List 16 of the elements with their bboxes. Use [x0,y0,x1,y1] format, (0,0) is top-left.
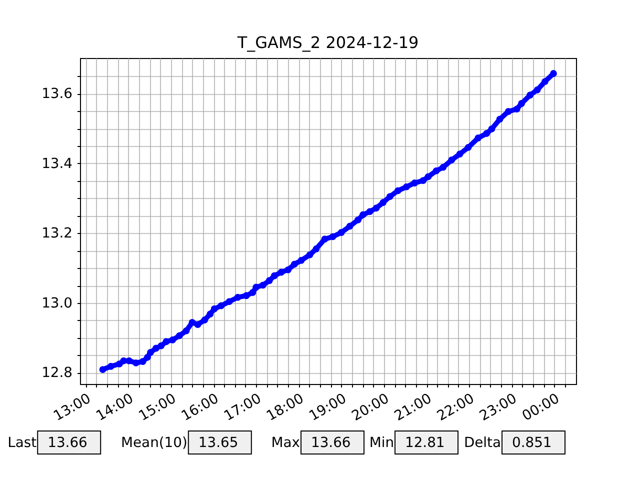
text: Min [369,435,394,451]
y-tick-label: 13.4 [42,156,73,172]
y-tick-label: 13.6 [42,86,72,102]
y-tick-label: 13.2 [42,226,72,242]
text: 13.65 [198,435,238,451]
text: 13.66 [311,435,351,451]
y-tick-label: 12.8 [42,365,72,382]
text: Mean(10) [121,435,188,451]
text: Last [8,435,38,451]
text: Delta [464,435,501,451]
text: Max [271,435,300,451]
text: 0.851 [512,435,552,451]
text: 13.66 [48,435,88,451]
y-tick-label: 13.0 [42,295,72,312]
chart-title: T_GAMS_2 2024-12-19 [236,33,419,52]
text: 12.81 [405,435,445,451]
